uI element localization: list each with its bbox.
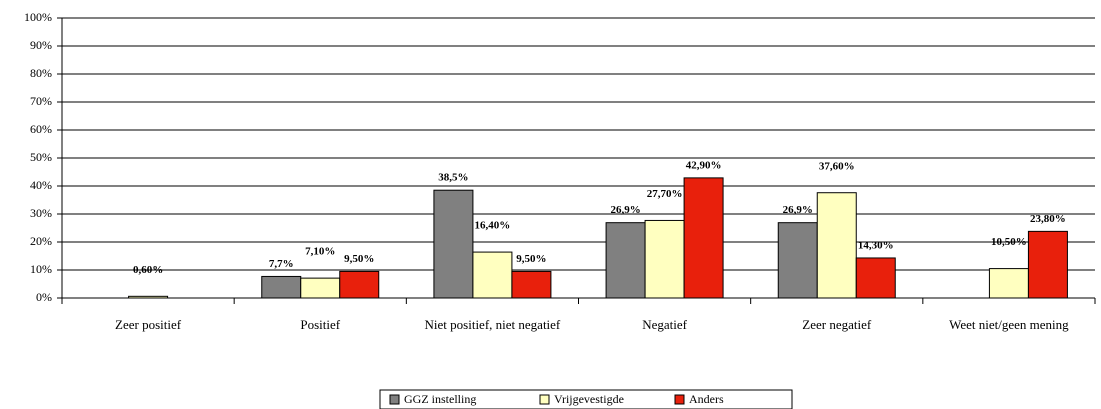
y-tick-label: 50% [30,150,52,164]
data-label: 9,50% [344,253,374,265]
x-tick-label-box: Weet niet/geen mening [949,317,1069,332]
legend-box [379,389,793,409]
data-label: 16,40% [475,220,511,232]
bar [777,222,818,299]
legend-swatch [539,394,550,405]
bar [433,189,474,299]
data-label: 0,60% [133,264,163,276]
x-tick-label-box: Zeer negatief [802,317,872,332]
bar [644,219,685,299]
bar [511,270,552,299]
bar [1027,230,1068,299]
y-tick-label: 10% [30,262,52,276]
data-label: 9,50% [516,253,546,265]
bar [261,275,302,299]
bar [683,177,724,299]
bar [855,257,896,299]
data-label: 42,90% [686,159,722,171]
data-label: 26,9% [783,204,813,216]
y-tick-label: 40% [30,178,52,192]
bar [300,277,341,299]
legend-label: Anders [689,392,724,406]
x-tick-label: Positief [300,317,341,332]
x-tick-label-box: Niet positief, niet negatief [424,317,561,332]
data-label: 27,70% [647,188,683,200]
y-tick-label: 80% [30,66,52,80]
bar [339,270,380,299]
data-label: 23,80% [1030,213,1066,225]
x-tick-label: Weet niet/geen mening [949,317,1069,332]
y-tick-label: 30% [30,206,52,220]
y-tick-label: 20% [30,234,52,248]
legend-label: GGZ instelling [404,392,476,406]
x-tick-label: Zeer positief [115,317,182,332]
y-tick-label: 90% [30,38,52,52]
data-label: 38,5% [438,172,468,184]
data-label: 37,60% [819,160,855,172]
x-tick-label-box: Zeer positief [115,317,182,332]
x-tick-label: Negatief [642,317,687,332]
y-tick-label: 0% [36,290,52,304]
y-tick-label: 60% [30,122,52,136]
data-label: 7,10% [305,246,335,258]
bar [816,192,857,299]
x-tick-label-box: Positief [300,317,341,332]
y-tick-label: 70% [30,94,52,108]
x-tick-label-box: Negatief [642,317,687,332]
data-label: 14,30% [858,239,894,251]
legend-swatch [389,394,400,405]
data-label: 10,50% [991,236,1027,248]
data-label: 26,9% [610,204,640,216]
bar [472,251,513,299]
x-tick-label: Niet positief, niet negatief [424,317,561,332]
data-label: 7,7% [269,258,294,270]
bar [988,268,1029,299]
legend-label: Vrijgevestigde [554,392,624,406]
y-tick-label: 100% [24,10,52,24]
x-tick-label: Zeer negatief [802,317,872,332]
bar [605,222,646,299]
legend-swatch [674,394,685,405]
